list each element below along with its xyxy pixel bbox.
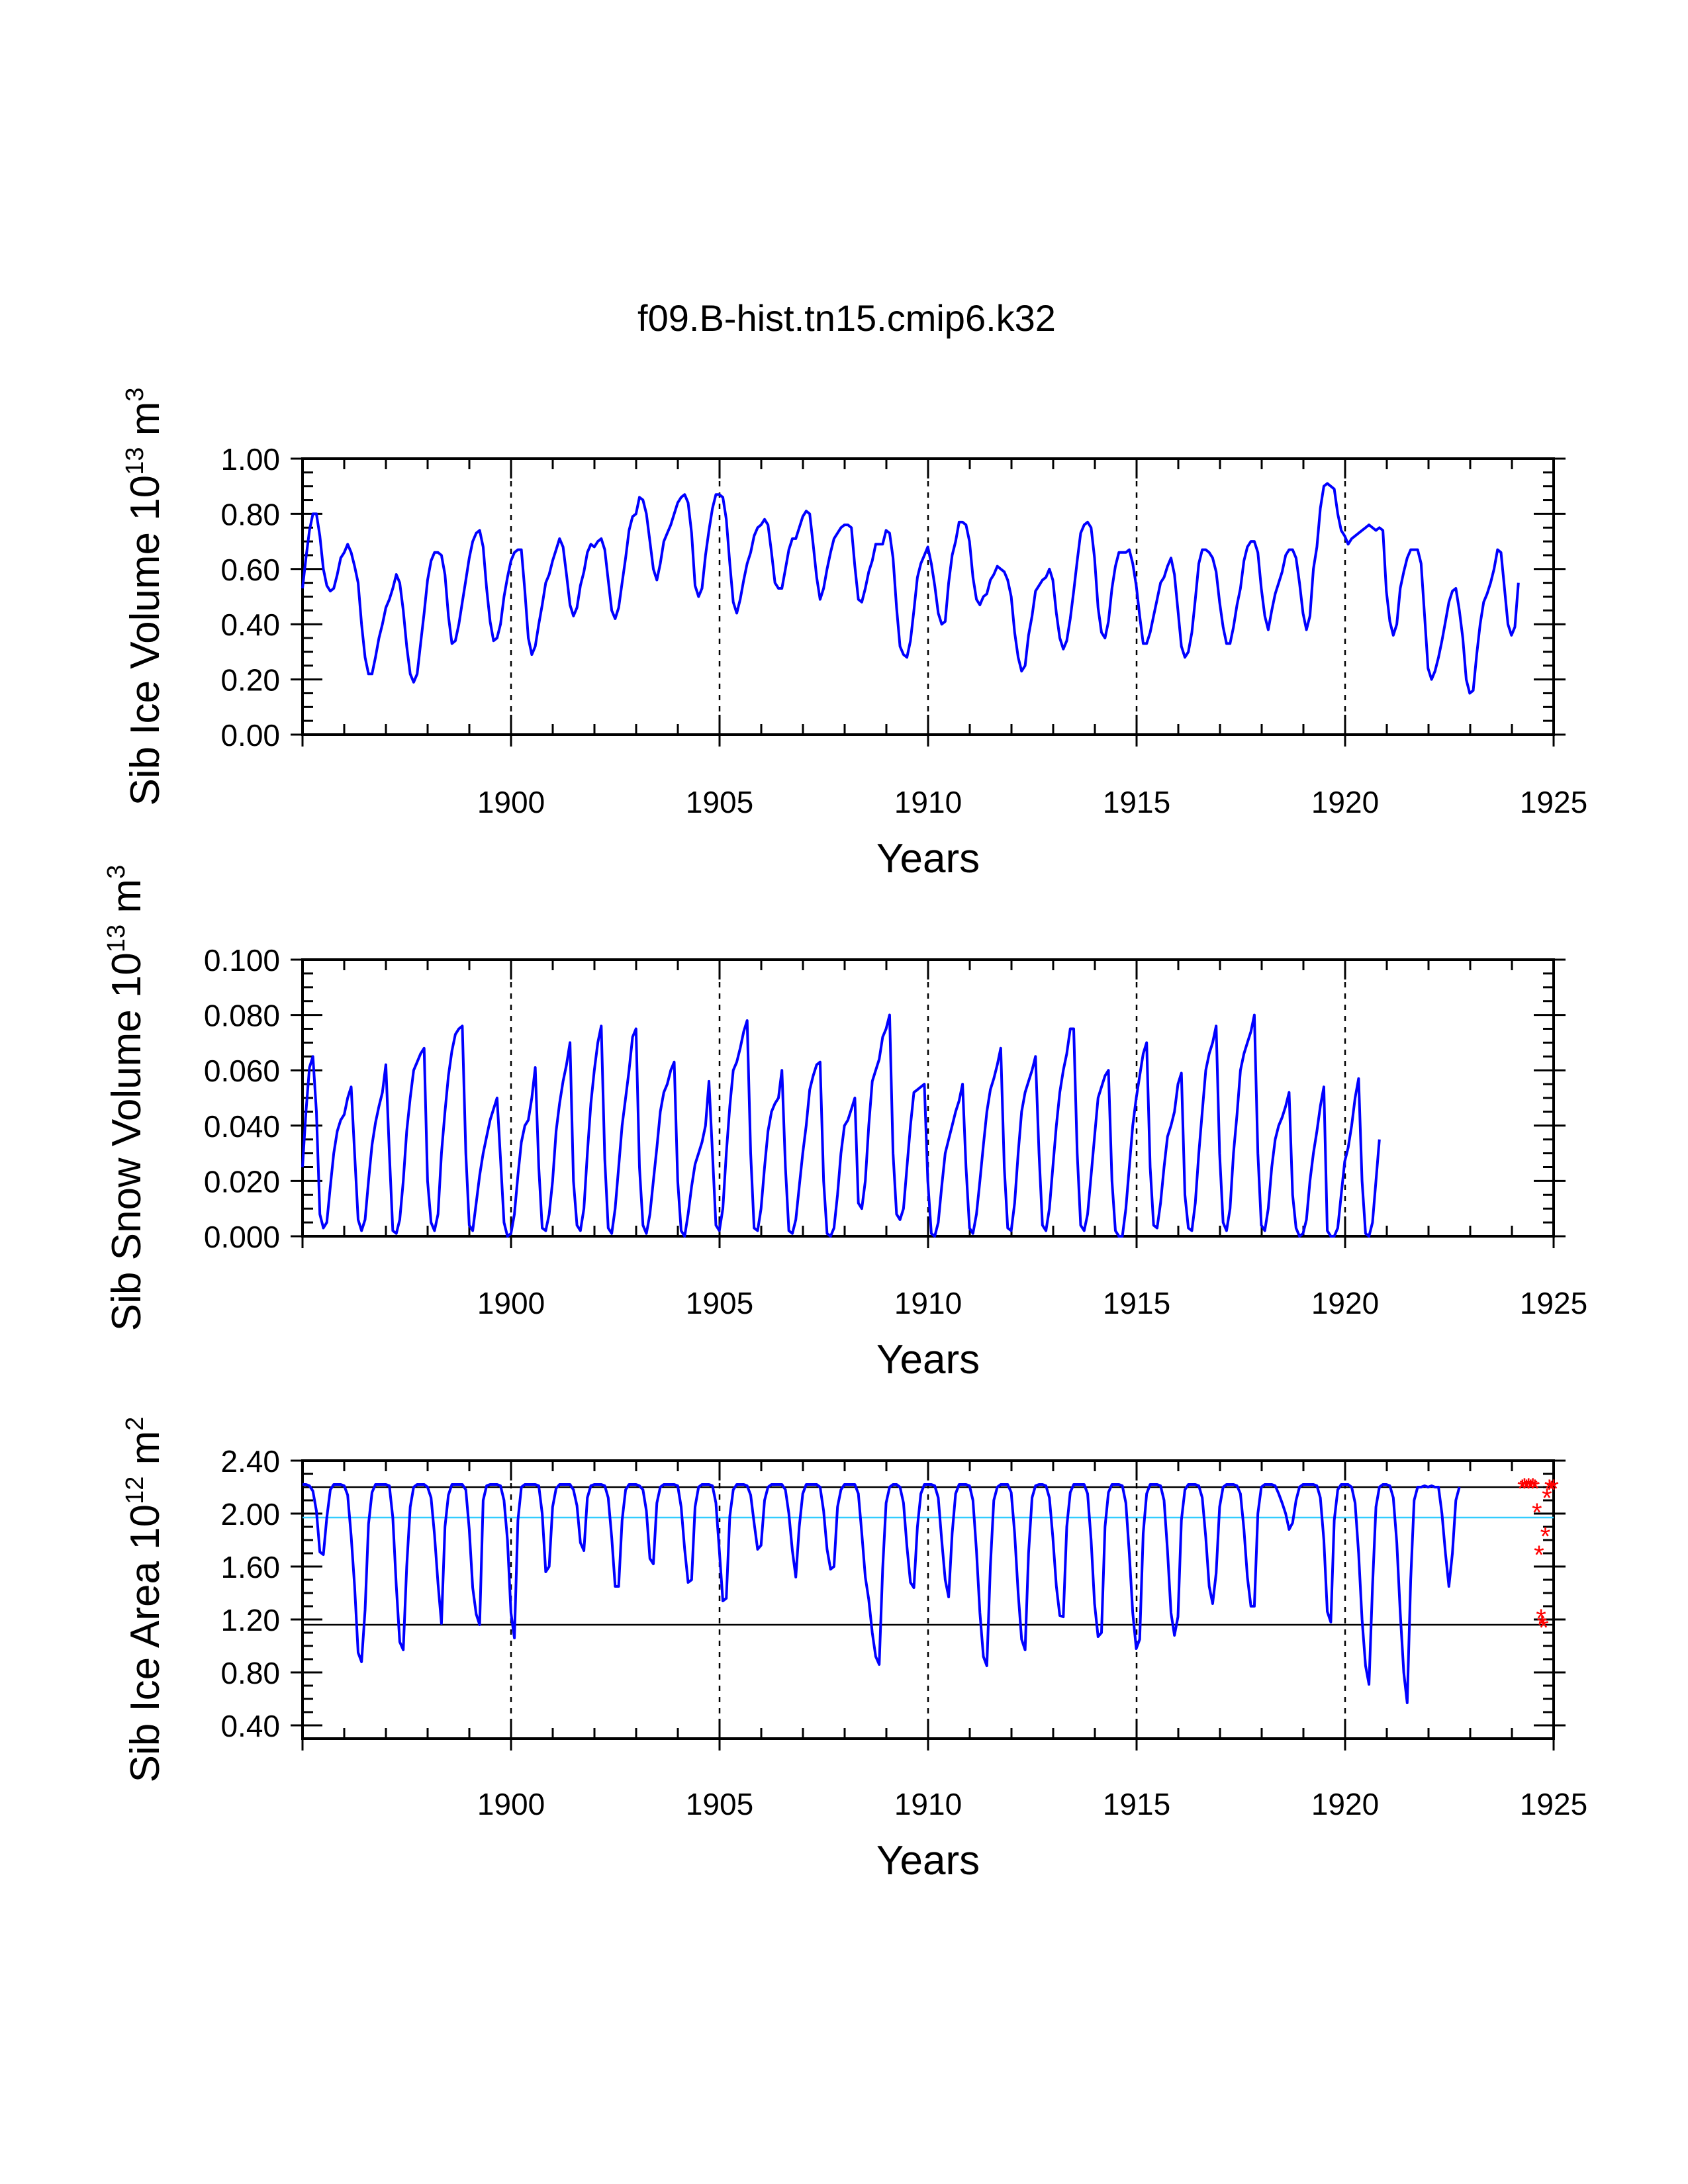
- x-tick-label: 1910: [894, 1787, 962, 1821]
- marker-point: *: [1534, 1541, 1544, 1570]
- marker-point: *: [1537, 1611, 1548, 1640]
- y-tick-label: 1.60: [220, 1550, 280, 1584]
- marker-point: *: [1517, 1475, 1528, 1504]
- x-axis-label: Years: [876, 836, 980, 882]
- x-tick-label: 1920: [1311, 1787, 1379, 1821]
- y-tick-label: 0.80: [220, 1656, 280, 1690]
- chart-ice-volume: 0.00 0.20 0.40 0.60 0.80 1.00 1900 1905 1910 1915…: [121, 387, 1587, 882]
- x-tick-label: 1915: [1103, 1787, 1170, 1821]
- marker-point: *: [1540, 1522, 1551, 1551]
- marker-point: *: [1521, 1475, 1532, 1504]
- x-tick-label: 1915: [1103, 1286, 1170, 1320]
- y-tick-label: 0.100: [204, 943, 280, 978]
- y-tick-label: 0.040: [204, 1109, 280, 1144]
- marker-point: *: [1536, 1604, 1546, 1633]
- marker-point: *: [1542, 1484, 1552, 1513]
- marker-point: *: [1546, 1476, 1557, 1505]
- x-tick-label: 1900: [477, 785, 545, 819]
- y-tick-label: 0.000: [204, 1220, 280, 1254]
- marker-point: *: [1523, 1473, 1534, 1502]
- x-tick-label: 1925: [1520, 785, 1587, 819]
- x-tick-label: 1925: [1520, 1286, 1587, 1320]
- marker-point: *: [1538, 1614, 1549, 1643]
- series-line-ice-area: [303, 1483, 1461, 1704]
- y-tick-label: 0.80: [220, 497, 280, 531]
- x-axis-label: Years: [876, 1838, 980, 1884]
- marker-point: *: [1530, 1475, 1540, 1504]
- chart-ice-area: 0.40 0.80 1.20 1.60 2.00 2.40 1900 1905 1910 1915…: [121, 1417, 1587, 1884]
- x-tick-label: 1900: [477, 1787, 545, 1821]
- y-tick-label: 1.00: [220, 442, 280, 477]
- y-axis-label: Sib Ice Area 1012 m2: [121, 1417, 168, 1783]
- y-tick-label: 0.020: [204, 1164, 280, 1199]
- y-tick-label: 0.060: [204, 1054, 280, 1088]
- marker-point: *: [1532, 1498, 1542, 1527]
- chart-snow-volume: 0.000 0.020 0.040 0.060 0.080 0.100 1900 1905 19…: [103, 865, 1587, 1383]
- y-tick-label: 0.40: [220, 1709, 280, 1743]
- x-tick-label: 1905: [686, 785, 753, 819]
- x-tick-label: 1910: [894, 785, 962, 819]
- x-tick-label: 1905: [686, 1787, 753, 1821]
- y-tick-label: 0.40: [220, 608, 280, 642]
- y-tick-label: 0.60: [220, 553, 280, 587]
- series-line-ice-volume: [301, 482, 1520, 695]
- y-tick-label: 2.40: [220, 1444, 280, 1479]
- marker-point: *: [1526, 1475, 1536, 1504]
- marker-point: *: [1548, 1475, 1559, 1504]
- series-line-snow-volume: [301, 1013, 1381, 1238]
- x-axis-label: Years: [876, 1337, 980, 1383]
- marker-point: *: [1519, 1473, 1530, 1502]
- marker-point: *: [1528, 1473, 1538, 1502]
- x-tick-label: 1920: [1311, 785, 1379, 819]
- x-tick-label: 1925: [1520, 1787, 1587, 1821]
- y-axis-label: Sib Snow Volume 1013 m3: [103, 865, 150, 1331]
- figure-title: f09.B-hist.tn15.cmip6.k32: [637, 297, 1056, 339]
- x-tick-label: 1920: [1311, 1286, 1379, 1320]
- y-tick-label: 0.00: [220, 718, 280, 752]
- x-tick-label: 1915: [1103, 785, 1170, 819]
- y-axis-label: Sib Ice Volume 1013 m3: [121, 387, 168, 805]
- x-tick-label: 1910: [894, 1286, 962, 1320]
- y-tick-label: 1.20: [220, 1603, 280, 1637]
- x-tick-label: 1900: [477, 1286, 545, 1320]
- x-tick-label: 1905: [686, 1286, 753, 1320]
- y-tick-label: 0.080: [204, 999, 280, 1033]
- y-tick-label: 2.00: [220, 1497, 280, 1531]
- y-tick-label: 0.20: [220, 663, 280, 698]
- marker-point: *: [1544, 1475, 1555, 1504]
